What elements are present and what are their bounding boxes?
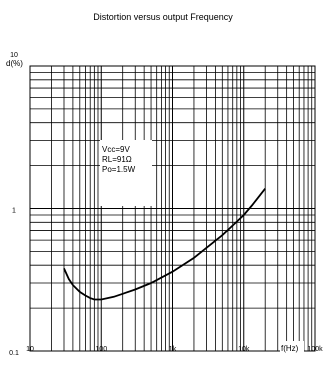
y-tick-label: 10	[10, 52, 18, 59]
x-axis-label: f(Hz)	[281, 344, 299, 353]
plot-frame	[29, 65, 316, 352]
x-axis-label-bg	[280, 341, 304, 353]
grid-horizontal-lines	[30, 72, 315, 309]
x-tick-labels: 10 100 1k 10k 100k	[26, 346, 323, 353]
y-tick-label: 1	[12, 208, 16, 215]
y-tick-label: 0.1	[9, 350, 19, 357]
annotation-box	[100, 140, 152, 206]
annotation-vcc: Vcc=9V	[102, 145, 130, 154]
distortion-curve	[63, 188, 266, 301]
x-tick-label: 10k	[238, 346, 250, 353]
y-axis-label: d(%)	[6, 59, 23, 68]
x-tick-label: 100	[95, 346, 107, 353]
annotation-rl: RL=91Ω	[102, 155, 132, 164]
x-tick-label: 10	[26, 346, 34, 353]
chart-title: Distortion versus output Frequency	[93, 12, 233, 22]
x-tick-label: 1k	[169, 346, 177, 353]
y-tick-labels: 10 1 0.1	[9, 52, 19, 357]
annotation-po: Po=1.5W	[102, 165, 136, 174]
x-tick-label: 100k	[307, 346, 323, 353]
